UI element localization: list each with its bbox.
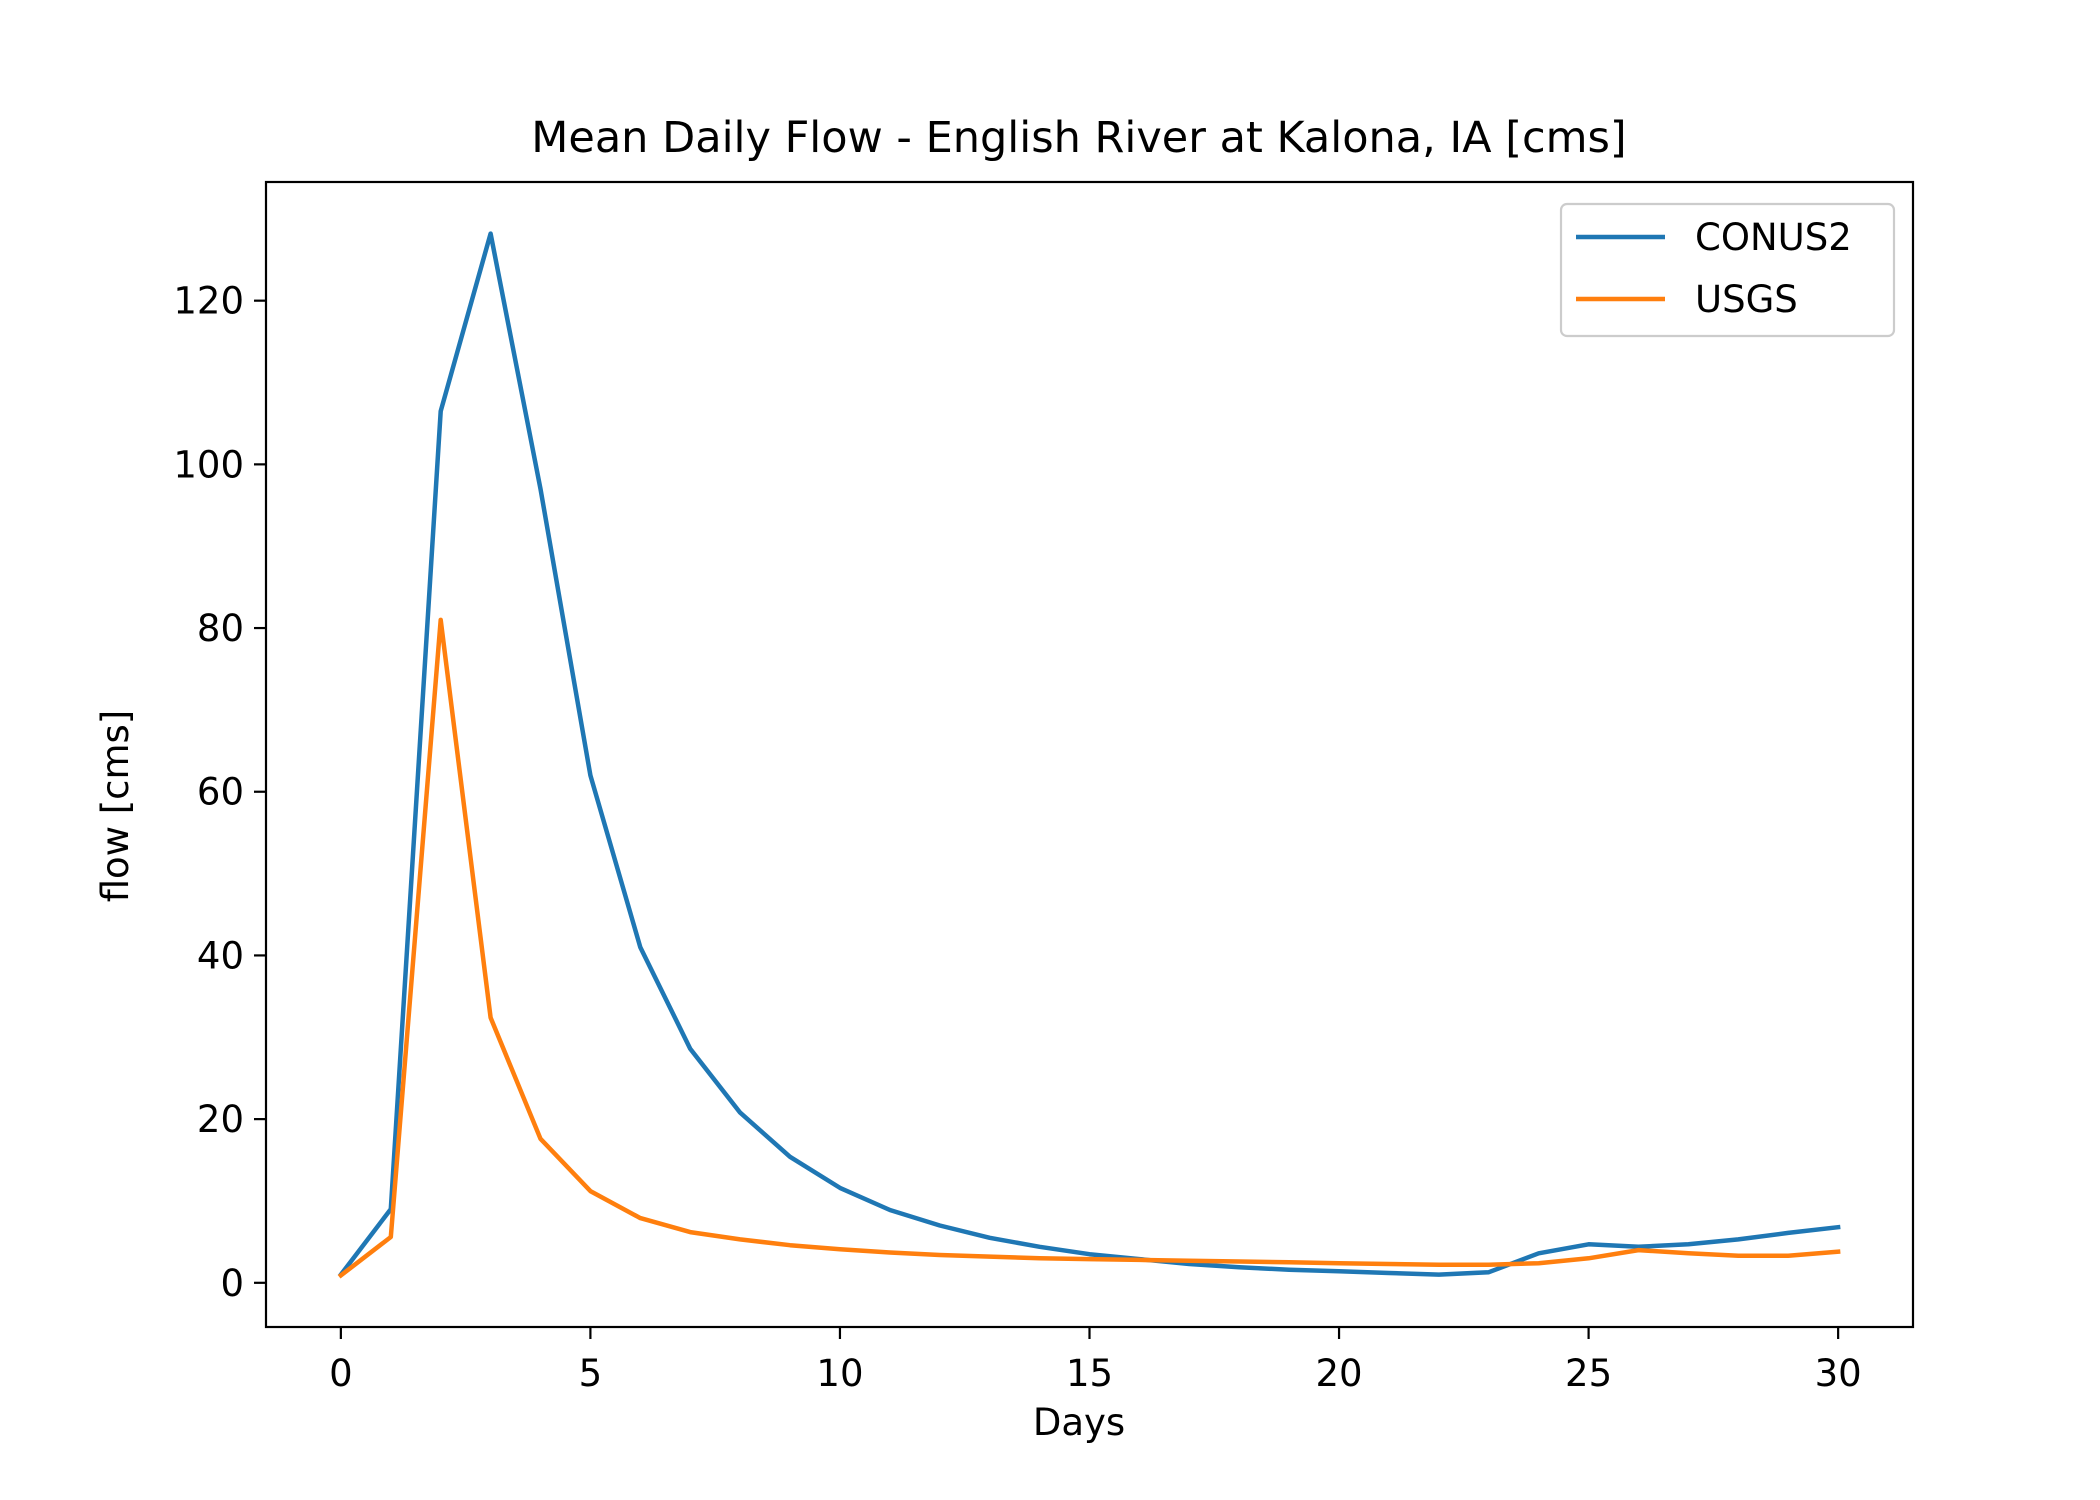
legend: CONUS2 USGS bbox=[1559, 202, 1896, 338]
y-tick-label: 0 bbox=[220, 1262, 244, 1305]
y-tick-label: 120 bbox=[173, 280, 244, 323]
x-tick-label: 10 bbox=[816, 1352, 863, 1395]
legend-label-conus2: CONUS2 bbox=[1695, 216, 1852, 259]
x-axis: 0 5 10 15 20 25 30 bbox=[329, 1327, 1862, 1395]
x-tick-label: 30 bbox=[1815, 1352, 1862, 1395]
y-tick-label: 20 bbox=[197, 1098, 244, 1141]
series-line-usgs bbox=[337, 617, 1841, 1279]
y-axis-label: flow [cms] bbox=[94, 710, 137, 903]
x-axis-label: Days bbox=[1033, 1401, 1125, 1444]
y-tick-label: 60 bbox=[197, 771, 244, 814]
legend-label-usgs: USGS bbox=[1695, 278, 1798, 321]
chart-title: Mean Daily Flow - English River at Kalon… bbox=[531, 113, 1626, 163]
x-tick-label: 0 bbox=[329, 1352, 353, 1395]
x-tick-label: 5 bbox=[579, 1352, 603, 1395]
y-axis: 0 20 40 60 80 100 120 bbox=[173, 280, 266, 1305]
series-line-conus2 bbox=[337, 231, 1841, 1278]
x-tick-label: 15 bbox=[1066, 1352, 1113, 1395]
y-tick-label: 40 bbox=[197, 934, 244, 977]
x-tick-label: 20 bbox=[1315, 1352, 1362, 1395]
x-tick-label: 25 bbox=[1565, 1352, 1612, 1395]
y-tick-label: 80 bbox=[197, 607, 244, 650]
y-tick-label: 100 bbox=[173, 443, 244, 486]
